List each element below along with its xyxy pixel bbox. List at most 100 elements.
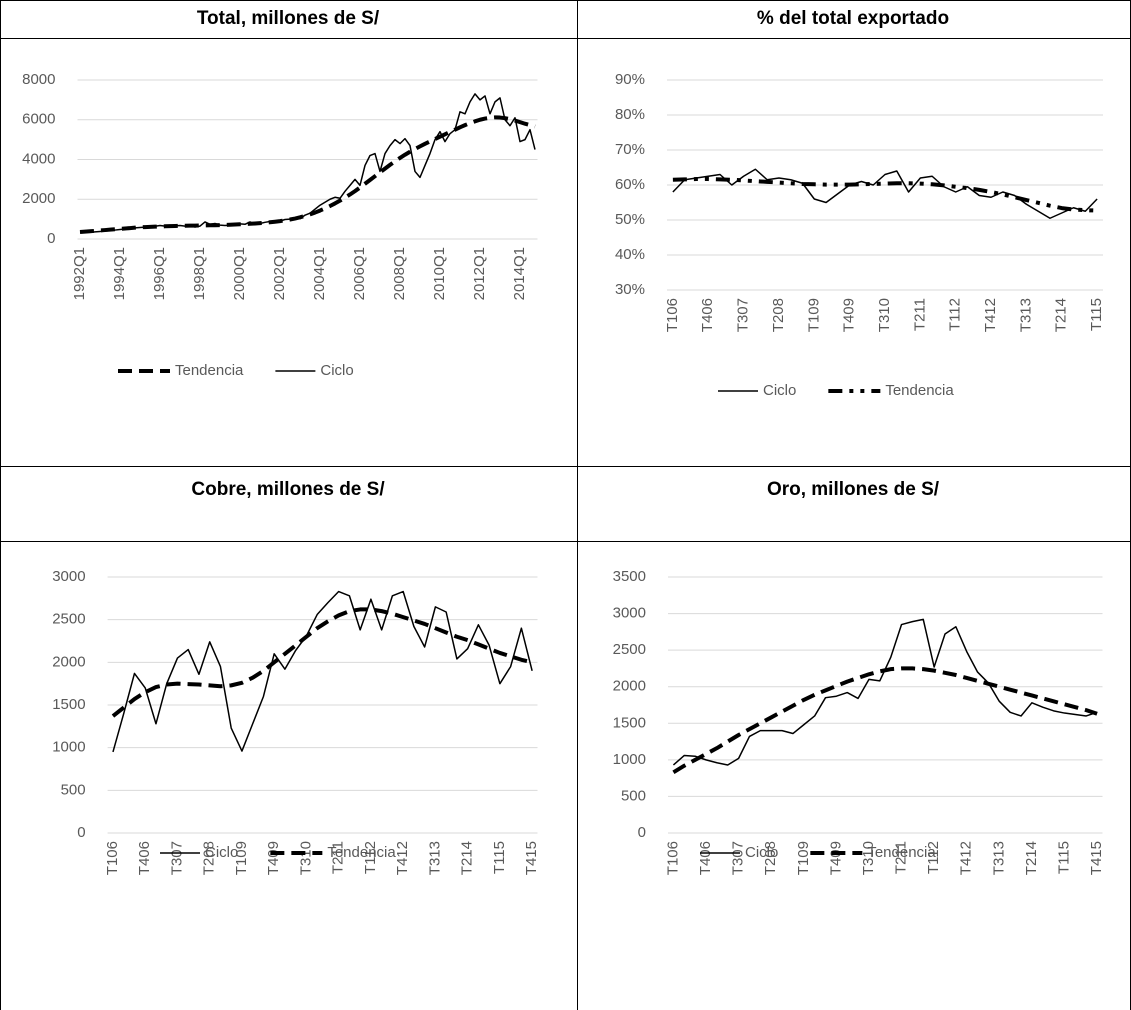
y-tick-label: 0 [77, 824, 85, 841]
x-tick-label: T412 [982, 298, 999, 332]
y-tick-label: 30% [615, 281, 645, 298]
series-line [672, 168, 1098, 219]
x-tick-label: T115 [1088, 298, 1105, 331]
x-tick-label: T106 [104, 841, 121, 875]
x-tick-label: 2000Q1 [231, 247, 248, 300]
x-tick-label: T211 [330, 841, 347, 874]
y-tick-label: 500 [621, 787, 646, 804]
x-tick-label: T112 [925, 841, 942, 874]
y-tick-label: 1000 [613, 751, 646, 768]
y-tick-label: 90% [615, 71, 645, 88]
x-tick-label: T415 [1088, 841, 1105, 875]
x-tick-label: T115 [491, 841, 508, 874]
y-tick-label: 1000 [52, 739, 85, 756]
y-tick-label: 0 [47, 230, 55, 247]
x-tick-label: 2014Q1 [511, 247, 528, 300]
y-tick-label: 1500 [613, 714, 646, 731]
x-tick-label: T109 [795, 841, 812, 875]
series-line [79, 93, 536, 234]
x-tick-label: T208 [770, 298, 787, 332]
series-line [672, 177, 1098, 213]
x-tick-label: T112 [947, 298, 964, 331]
y-tick-label: 1500 [52, 696, 85, 713]
legend-label: Ciclo [320, 362, 353, 379]
x-tick-label: 1994Q1 [111, 247, 128, 300]
y-tick-label: 500 [61, 781, 86, 798]
x-tick-label: T106 [664, 841, 681, 875]
y-tick-label: 6000 [22, 111, 55, 128]
x-tick-label: T406 [699, 298, 716, 332]
y-tick-label: 50% [615, 211, 645, 228]
x-tick-label: T409 [827, 841, 844, 875]
y-tick-label: 8000 [22, 71, 55, 88]
x-tick-label: T109 [805, 298, 822, 332]
x-tick-label: 2010Q1 [431, 247, 448, 300]
x-tick-label: T211 [893, 841, 910, 874]
y-tick-label: 3000 [613, 605, 646, 622]
x-tick-label: T310 [297, 841, 314, 875]
x-tick-label: 2006Q1 [351, 247, 368, 300]
y-tick-label: 2000 [613, 678, 646, 695]
x-tick-label: 1998Q1 [191, 247, 208, 300]
x-tick-label: T307 [730, 841, 747, 875]
y-tick-label: 80% [615, 106, 645, 123]
x-tick-label: T208 [201, 841, 218, 875]
legend-label: Ciclo [763, 382, 796, 399]
x-tick-label: T412 [958, 841, 975, 875]
x-tick-label: T310 [876, 298, 893, 332]
x-tick-label: 2008Q1 [391, 247, 408, 300]
y-tick-label: 3000 [52, 568, 85, 585]
legend-label: Ciclo [205, 844, 238, 861]
x-tick-label: T415 [523, 841, 540, 875]
x-tick-label: T109 [233, 841, 250, 875]
legend-label: Tendencia [327, 844, 396, 861]
x-tick-label: T409 [841, 298, 858, 332]
y-tick-label: 3500 [613, 568, 646, 585]
x-tick-label: T208 [762, 841, 779, 875]
x-tick-label: 2004Q1 [311, 247, 328, 300]
x-tick-label: T406 [697, 841, 714, 875]
legend-label: Tendencia [885, 382, 954, 399]
x-tick-label: 1992Q1 [71, 247, 88, 300]
x-tick-label: T313 [426, 841, 443, 875]
x-tick-label: T214 [1053, 298, 1070, 332]
y-tick-label: 2000 [52, 653, 85, 670]
series-line [672, 618, 1098, 766]
series-line [112, 590, 533, 753]
x-tick-label: T214 [1023, 841, 1040, 875]
x-tick-label: T307 [735, 298, 752, 332]
y-tick-label: 60% [615, 176, 645, 193]
x-tick-label: 2012Q1 [471, 247, 488, 300]
x-tick-label: T115 [1055, 841, 1072, 874]
y-tick-label: 2500 [52, 611, 85, 628]
x-tick-label: T406 [136, 841, 153, 875]
legend-label: Ciclo [745, 844, 778, 861]
y-tick-label: 2000 [22, 190, 55, 207]
x-tick-label: T313 [1017, 298, 1034, 332]
y-tick-label: 0 [638, 824, 646, 841]
x-tick-label: 1996Q1 [151, 247, 168, 300]
chart-title: Total, millones de S/ [197, 8, 380, 29]
y-tick-label: 70% [615, 141, 645, 158]
x-tick-label: T412 [394, 841, 411, 875]
x-tick-label: T112 [362, 841, 379, 874]
x-tick-label: T211 [911, 298, 928, 331]
x-tick-label: T214 [459, 841, 476, 875]
chart-title: Cobre, millones de S/ [191, 479, 385, 500]
y-tick-label: 2500 [613, 641, 646, 658]
x-tick-label: T106 [664, 298, 681, 332]
y-tick-label: 40% [615, 246, 645, 263]
x-tick-label: T313 [990, 841, 1007, 875]
x-tick-label: T307 [168, 841, 185, 875]
legend-label: Tendencia [175, 362, 244, 379]
y-tick-label: 4000 [22, 150, 55, 167]
legend-label: Tendencia [867, 844, 936, 861]
chart-title: % del total exportado [757, 8, 949, 29]
series-line [111, 607, 533, 718]
x-tick-label: T310 [860, 841, 877, 875]
x-tick-label: 2002Q1 [271, 247, 288, 300]
chart-title: Oro, millones de S/ [767, 479, 940, 500]
series-line [672, 666, 1098, 775]
x-tick-label: T409 [265, 841, 282, 875]
